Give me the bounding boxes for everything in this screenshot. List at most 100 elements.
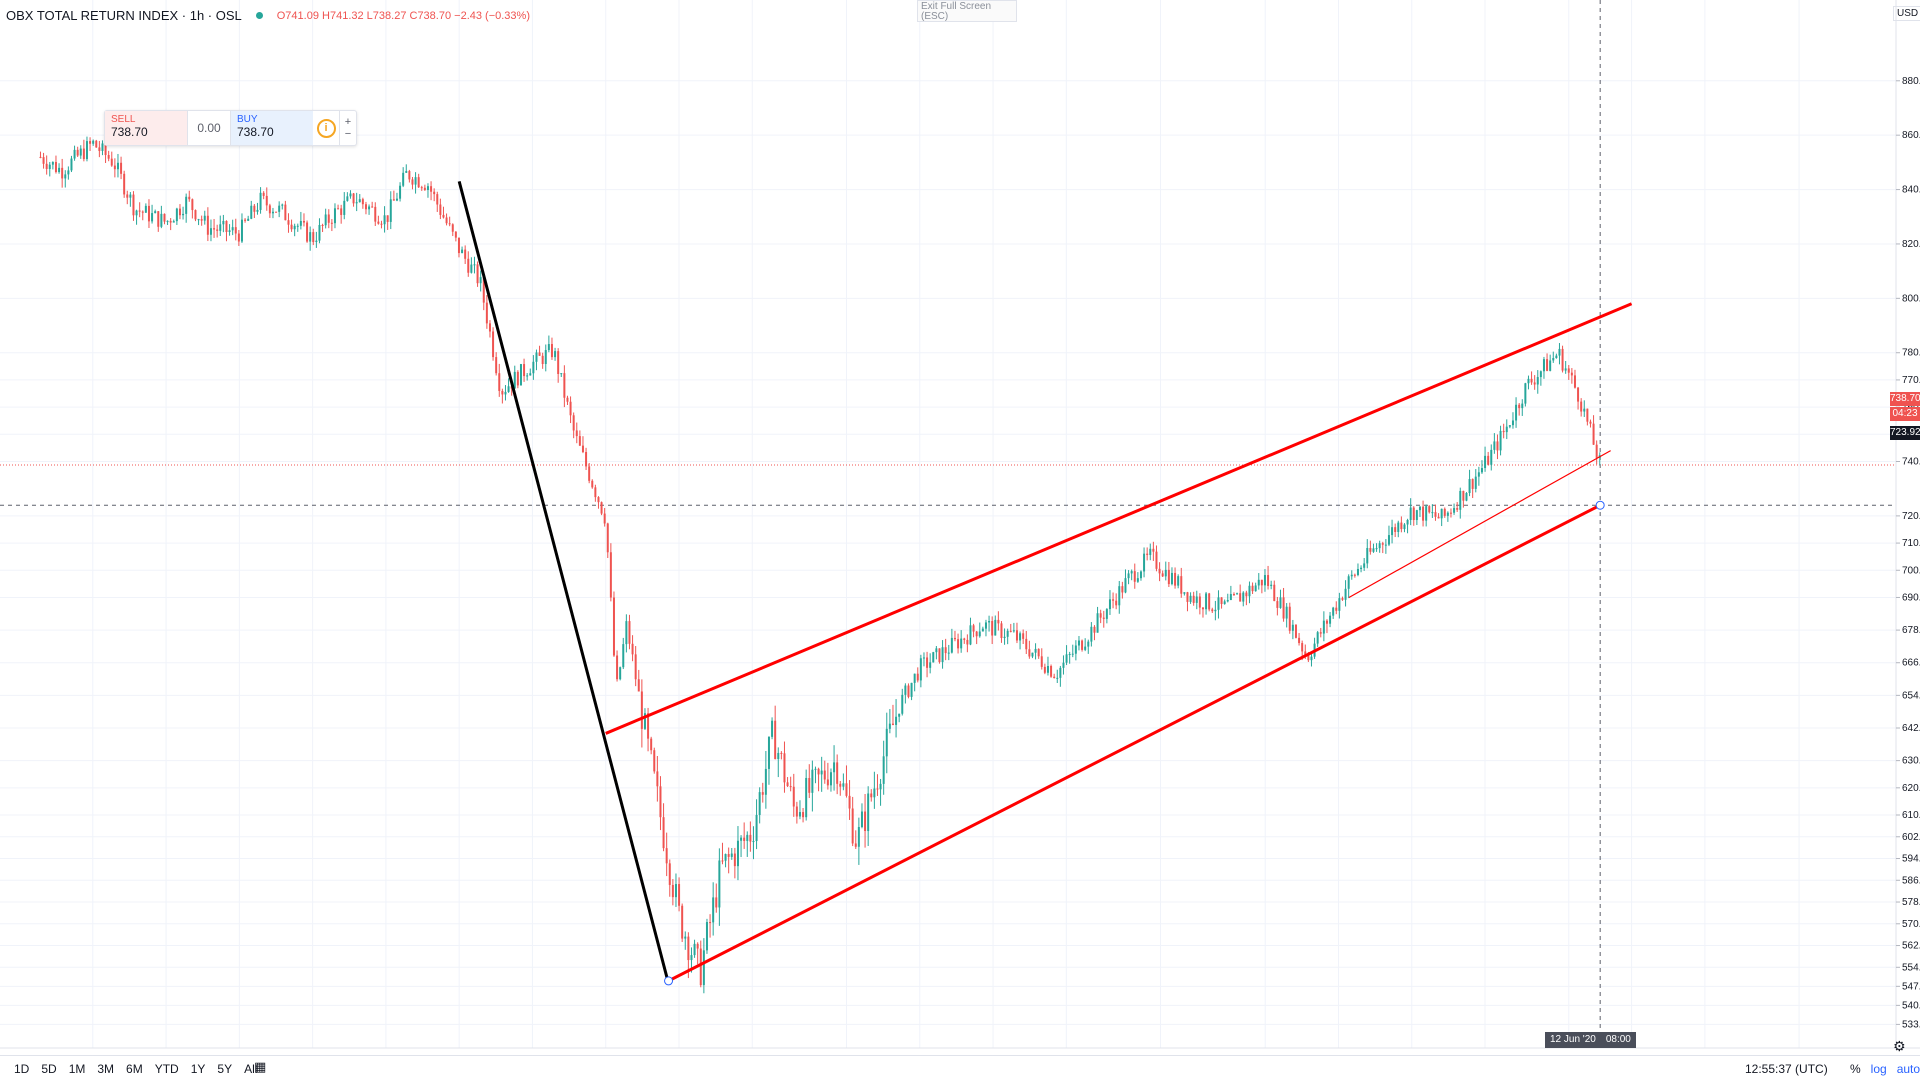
- candle-body: [1384, 544, 1387, 546]
- range-button[interactable]: 1M: [68, 1062, 86, 1076]
- calendar-icon[interactable]: ▦: [254, 1059, 267, 1074]
- exit-fullscreen-button[interactable]: Exit Full Screen (ESC): [917, 0, 1017, 22]
- info-button[interactable]: i: [313, 111, 339, 145]
- candle-body: [327, 214, 330, 223]
- candle-body: [1254, 585, 1257, 592]
- percent-scale-button[interactable]: %: [1850, 1062, 1861, 1076]
- currency-label[interactable]: USD: [1893, 6, 1920, 21]
- candle-body: [1391, 527, 1394, 536]
- candle-body: [1353, 574, 1356, 576]
- candle-body: [135, 210, 138, 216]
- candle-body: [39, 156, 42, 158]
- range-button[interactable]: 1D: [14, 1062, 30, 1076]
- candle-body: [591, 480, 594, 488]
- drawings[interactable]: [457, 181, 1633, 986]
- candle-body: [1589, 421, 1592, 424]
- candle-body: [95, 140, 98, 148]
- range-button[interactable]: 3M: [97, 1062, 115, 1076]
- candle-body: [504, 391, 507, 395]
- price-axis[interactable]: 880.00 860.00 840.00 820.00 800.00 780.00 770.…: [1896, 76, 1920, 1031]
- candle-body: [1344, 588, 1347, 600]
- settings-gear-icon[interactable]: ⚙: [1893, 1038, 1906, 1054]
- candle-body: [718, 860, 721, 908]
- auto-scale-button[interactable]: auto: [1896, 1062, 1920, 1076]
- buy-button[interactable]: BUY 738.70: [231, 111, 313, 145]
- candle-body: [554, 351, 557, 358]
- candle-body: [1319, 632, 1322, 634]
- range-button[interactable]: 5D: [41, 1062, 57, 1076]
- candle-body: [110, 158, 113, 166]
- open-value: O741.09: [276, 9, 319, 22]
- candle-body: [1139, 571, 1142, 579]
- candle-body: [1564, 368, 1567, 371]
- candle-body: [457, 237, 460, 254]
- range-button[interactable]: 6M: [126, 1062, 143, 1076]
- cursor-time: 08:00: [1605, 1034, 1631, 1045]
- range-button[interactable]: All: [244, 1062, 258, 1076]
- candle-body: [1291, 624, 1294, 631]
- candle-body: [1462, 490, 1465, 501]
- candle-body: [1214, 609, 1217, 612]
- candle-body: [541, 355, 544, 365]
- candle-body: [1381, 543, 1384, 545]
- candle-body: [572, 415, 575, 431]
- candle-body: [659, 786, 662, 818]
- candle-body: [755, 814, 758, 842]
- candle-body: [1053, 676, 1056, 678]
- symbol-title[interactable]: OBX TOTAL RETURN INDEX · 1h · OSL: [6, 8, 242, 23]
- candle-body: [907, 685, 910, 697]
- candle-body: [485, 302, 488, 324]
- candle-body: [808, 777, 811, 793]
- chart-header: OBX TOTAL RETURN INDEX · 1h · OSL O741.0…: [6, 8, 530, 23]
- sell-button[interactable]: SELL 738.70: [105, 111, 187, 145]
- ohlc-values: O741.09 H741.32 L738.27 C738.70 −2.43 (−…: [277, 10, 530, 22]
- quantity-stepper[interactable]: + −: [339, 111, 356, 145]
- price-tick-label: 800.00: [1902, 293, 1920, 304]
- candle-body: [1205, 593, 1208, 610]
- log-scale-button[interactable]: log: [1870, 1062, 1887, 1076]
- candle-body: [182, 213, 185, 216]
- range-button[interactable]: 5Y: [217, 1062, 233, 1076]
- candle-body: [73, 149, 76, 159]
- candle-body: [1223, 601, 1226, 605]
- info-icon: i: [316, 118, 336, 138]
- candle-body: [612, 597, 615, 656]
- candle-body: [1102, 617, 1105, 619]
- candle-body: [1332, 607, 1335, 616]
- candle-body: [284, 204, 287, 221]
- candle-body: [58, 167, 61, 173]
- candle-body: [662, 817, 665, 849]
- plus-icon[interactable]: +: [344, 116, 352, 128]
- candle-body: [1050, 666, 1053, 677]
- candle-body: [678, 884, 681, 906]
- utc-clock[interactable]: 12:55:37 (UTC): [1745, 1062, 1828, 1076]
- candle-body: [349, 193, 352, 197]
- candle-body: [1065, 654, 1068, 663]
- price-tick-label: 533.00: [1902, 1019, 1920, 1030]
- candle-body: [1133, 571, 1136, 582]
- candle-body: [1527, 378, 1530, 384]
- candle-body: [247, 218, 250, 221]
- minus-icon[interactable]: −: [344, 128, 352, 140]
- candle-body: [402, 172, 405, 186]
- candle-body: [1298, 637, 1301, 644]
- candle-body: [1201, 607, 1204, 610]
- candle-body: [1183, 592, 1186, 594]
- candle-body: [1372, 548, 1375, 552]
- anchor-handle: [664, 976, 674, 986]
- candle-body: [482, 277, 485, 303]
- candle-body: [185, 196, 188, 214]
- candle-body: [619, 667, 622, 680]
- candle-body: [101, 143, 104, 151]
- candle-body: [845, 783, 848, 796]
- candle-body: [1071, 653, 1074, 655]
- range-button[interactable]: YTD: [154, 1062, 179, 1076]
- candle-body: [1301, 643, 1304, 652]
- candle-body: [132, 194, 135, 216]
- range-button[interactable]: 1Y: [190, 1062, 206, 1076]
- candle-body: [1307, 655, 1310, 661]
- candle-body: [138, 210, 141, 212]
- candle-body: [461, 249, 464, 254]
- candle-body: [888, 723, 891, 729]
